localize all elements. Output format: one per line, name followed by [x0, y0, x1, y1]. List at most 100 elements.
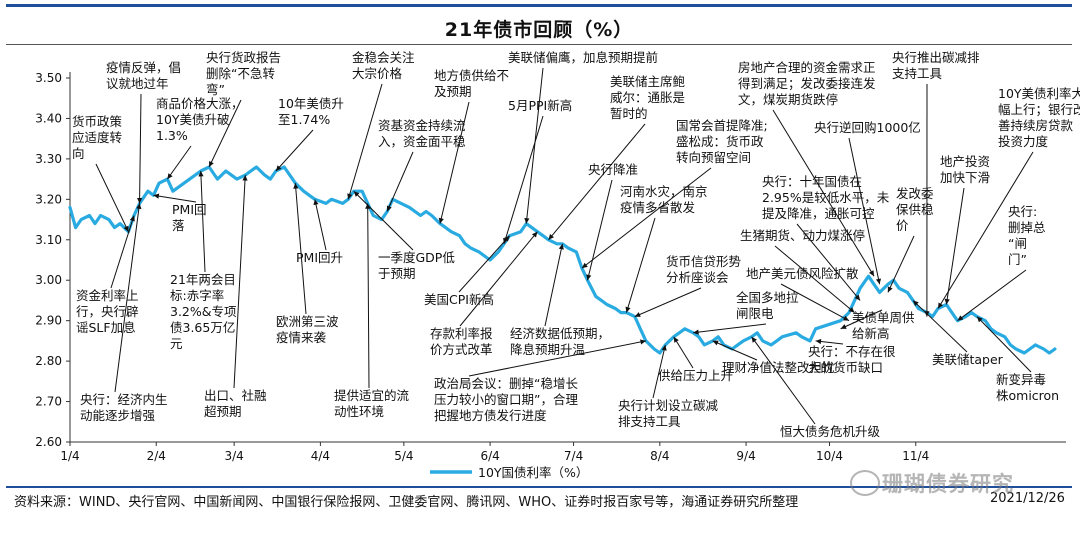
- annotation-arrowhead: [438, 217, 444, 224]
- annotation-arrowhead: [209, 160, 214, 167]
- annotation-label: 房地产合理的资金需求正得到满足；发改委接连发文，煤炭期货跌停: [738, 60, 876, 107]
- annotation-label-line: 一季度GDP低: [378, 250, 455, 265]
- annotation-label: 货币信贷形势分析座谈会: [666, 254, 742, 285]
- annotation-label-line: 货币政策: [72, 114, 123, 129]
- annotation-label: 美联储偏鹰，加息预期提前: [508, 50, 658, 65]
- x-tick-label: 8/4: [650, 449, 669, 463]
- annotation-label-line: 河南水灾，南京: [620, 184, 708, 199]
- annotation-label-line: 提供适宜的流: [334, 388, 410, 403]
- annotation-arrow: [353, 190, 414, 251]
- y-tick-label: 2.70: [35, 395, 62, 409]
- annotation-label: 5月PPI新高: [508, 98, 572, 113]
- annotation-arrowhead: [912, 300, 919, 307]
- annotation-label: 美国CPI新高: [424, 292, 494, 307]
- annotation-label-line: 全国多地拉: [736, 290, 799, 305]
- annotation-label-line: 地方债供给不: [434, 68, 509, 83]
- annotation-label-line: 供给压力上升: [658, 368, 733, 383]
- annotation-label-line: PMI回: [172, 202, 207, 217]
- annotation-label: 10年美债升至1.74%: [278, 96, 344, 127]
- x-tick-label: 4/4: [311, 449, 330, 463]
- annotation-arrow: [586, 179, 613, 281]
- annotation-label-line: 转向预留空间: [676, 150, 751, 165]
- annotation-arrowhead: [353, 191, 360, 197]
- annotation-label-line: 得到满足；发改委接连发: [738, 76, 876, 91]
- annotation-label-line: 威尔：通胀是: [610, 90, 686, 105]
- source-note: 资料来源：WIND、央行官网、中国新闻网、中国银行保险报网、卫健委官网、腾讯网、…: [14, 495, 799, 510]
- annotation-arrowhead: [153, 193, 160, 199]
- annotation-arrowhead: [673, 336, 679, 343]
- annotation-arrow: [548, 123, 646, 241]
- annotation-label-line: 央行：十年国债在: [762, 174, 862, 189]
- annotation-label-line: 商品价格大涨，: [156, 96, 244, 111]
- annotation-label-line: 央行：经济内生: [80, 392, 168, 407]
- annotation-label: 欧洲第三波疫情来袭: [276, 314, 339, 345]
- annotation-arrow: [386, 151, 414, 212]
- annotation-label-line: 2.95%是较低水平，未: [762, 190, 890, 205]
- annotation-label-line: 疫情多省散发: [620, 200, 696, 215]
- annotation-label: 央行降准: [588, 162, 638, 177]
- annotation-label: 10Y美债利率大幅上行；银行改善持续房贷款投资力度: [998, 86, 1080, 149]
- annotation-label-line: 债3.65万亿: [170, 320, 235, 335]
- annotation-arrow: [840, 309, 883, 330]
- x-tick-label: 9/4: [736, 449, 755, 463]
- annotation-arrow: [503, 115, 544, 244]
- watermark-logo-icon: [850, 470, 880, 496]
- annotation-label-line: 大的货币缺口: [808, 360, 883, 375]
- title-rule: [6, 4, 1072, 7]
- annotation-arrow: [458, 235, 510, 293]
- annotation-label-line: 超预期: [204, 404, 242, 419]
- annotation-label-line: 3.2%&专项: [170, 304, 237, 319]
- annotation-arrowhead: [815, 338, 822, 345]
- annotation-arrow: [887, 235, 915, 293]
- y-tick-label: 3.20: [35, 192, 62, 206]
- annotation-label: 资金利率上行，央行辟谣SLF加息: [76, 288, 139, 335]
- annotation-label-line: 大宗价格: [352, 66, 403, 81]
- annotation-label-line: 国常会首提降准;: [676, 118, 768, 133]
- annotation-arrowhead: [313, 199, 319, 206]
- y-tick-label: 3.00: [35, 273, 62, 287]
- x-tick-label: 11/4: [902, 449, 929, 463]
- annotation-label: 21年两会目标:赤字率 3.2%&专项债3.65万亿元: [170, 272, 237, 351]
- annotation-arrow: [459, 231, 538, 327]
- annotation-arrowhead: [944, 298, 950, 305]
- annotation-arrow: [780, 283, 850, 322]
- annotation-label: 央行：经济内生动能逐步增强: [80, 392, 168, 423]
- title-separator: [6, 44, 1072, 45]
- annotation-label-line: 理财净值法整改担忧: [722, 360, 835, 375]
- annotation-label-line: 提及降准，通胀可控: [762, 206, 875, 221]
- annotation-arrow: [200, 171, 206, 273]
- annotation-arrowhead: [712, 340, 719, 346]
- annotation-arrowhead: [136, 203, 142, 210]
- annotation-arrowhead: [976, 316, 983, 323]
- annotation-arrow: [976, 316, 1032, 373]
- annotation-label-line: 压力较小的窗口期”，合理: [434, 392, 578, 407]
- annotation-label-line: 分析座谈会: [666, 270, 729, 285]
- annotation-label-line: 保供稳: [896, 202, 934, 217]
- annotation-label-line: 发改委: [896, 186, 934, 201]
- annotation-label: 政治局会议：删掉“稳增长压力较小的窗口期”，合理把握地方债发行进度: [434, 376, 578, 423]
- annotation-label-line: 弯”: [206, 82, 225, 97]
- annotation-arrow: [314, 199, 327, 251]
- annotation-label-line: PMI回升: [296, 250, 343, 265]
- annotation-label-line: 暂时的: [610, 106, 648, 121]
- annotation-arrow: [468, 340, 646, 377]
- annotation-label-line: 向: [72, 146, 85, 161]
- annotation-arrow: [937, 151, 1034, 309]
- annotation-label: 央行：不存在很大的货币缺口: [808, 344, 896, 375]
- annotation-arrowhead: [586, 274, 592, 281]
- annotation-arrowhead: [840, 324, 847, 329]
- annotation-label-line: 美联储偏鹰，加息预期提前: [508, 50, 658, 65]
- annotation-arrow: [233, 175, 246, 389]
- annotation-label: 发改委保供稳价: [896, 186, 934, 233]
- annotation-arrowhead: [848, 307, 855, 313]
- annotation-label: 央行推出碳减排支持工具: [892, 50, 980, 81]
- annotation-label-line: 金稳会关注: [352, 50, 415, 65]
- annotation-label: 地产投资加快下滑: [940, 154, 990, 185]
- annotation-arrowhead: [123, 225, 129, 232]
- annotation-label: 生猪期货、动力煤涨停: [740, 228, 865, 243]
- annotation-label-line: 投资力度: [998, 134, 1049, 149]
- annotation-label: PMI回升: [296, 250, 343, 265]
- annotation-arrow: [957, 269, 1027, 322]
- annotation-label-line: 疫情来袭: [276, 330, 327, 345]
- annotation-arrowhead: [242, 175, 248, 181]
